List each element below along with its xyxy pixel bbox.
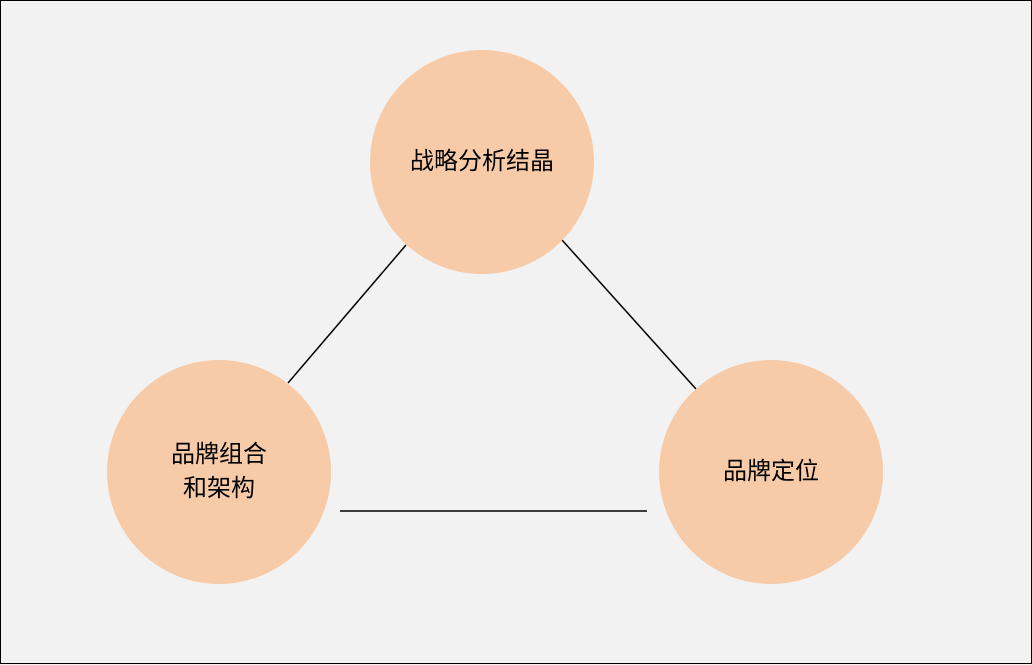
- edge-top-right: [562, 240, 696, 389]
- node-label: 战略分析结晶: [410, 145, 554, 179]
- edge-top-left: [288, 245, 406, 383]
- node-strategy-analysis: 战略分析结晶: [370, 50, 594, 274]
- node-label: 品牌组合和架构: [171, 438, 267, 505]
- node-label: 品牌定位: [723, 455, 819, 489]
- node-brand-portfolio: 品牌组合和架构: [107, 360, 331, 584]
- diagram-canvas: 战略分析结晶 品牌组合和架构 品牌定位: [1, 1, 1031, 663]
- node-brand-positioning: 品牌定位: [659, 360, 883, 584]
